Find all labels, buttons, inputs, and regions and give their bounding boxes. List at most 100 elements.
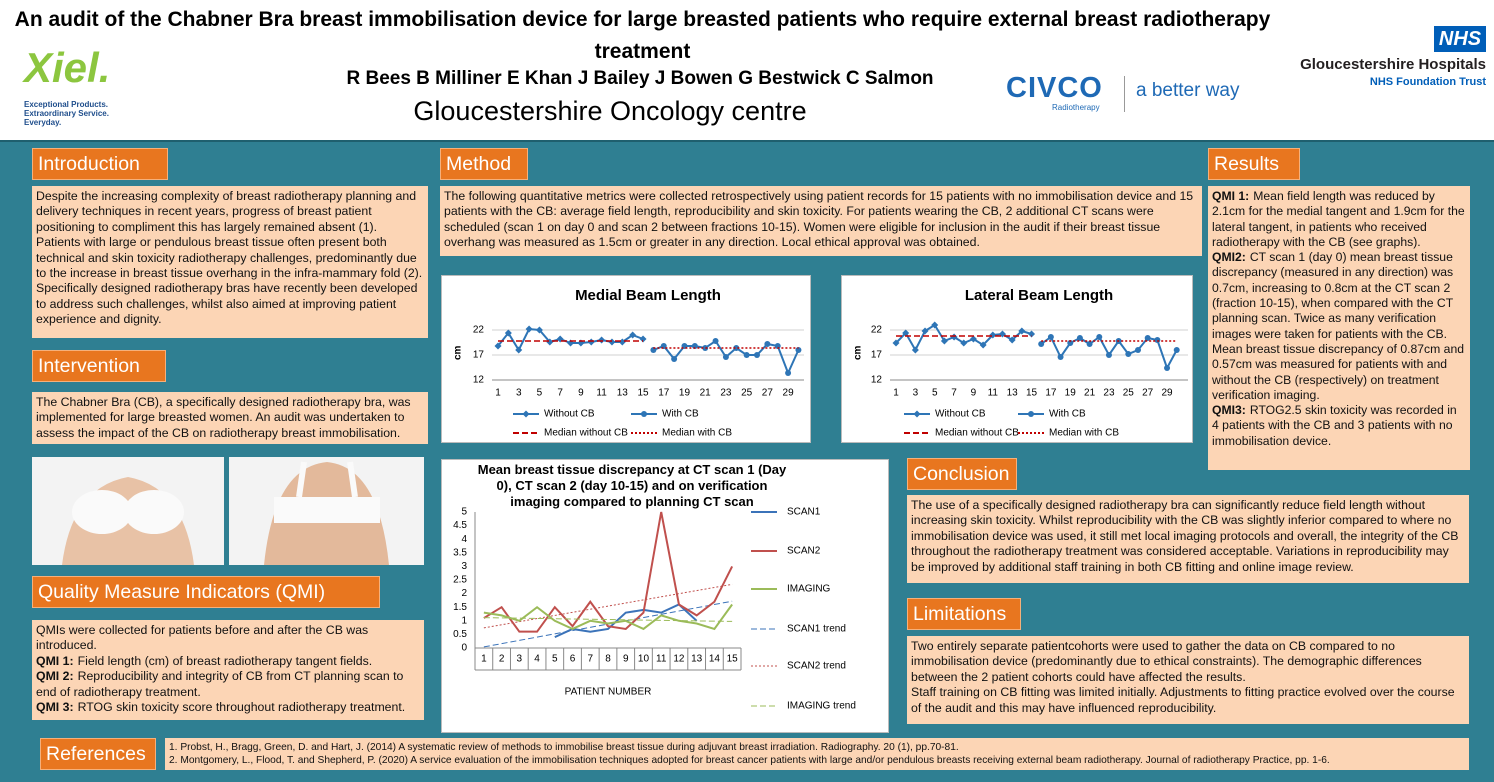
- marker: [764, 341, 771, 347]
- marker: [1076, 335, 1083, 341]
- x-tick-label: 25: [741, 388, 753, 399]
- marker: [1154, 337, 1161, 343]
- x-tick-label: 7: [587, 654, 593, 665]
- marker: [525, 325, 533, 333]
- x-tick-label: 5: [552, 654, 558, 665]
- marker: [587, 338, 595, 346]
- legend-label: IMAGING: [787, 584, 831, 595]
- x-tick-label: 1: [893, 388, 899, 399]
- x-tick-label: 17: [1045, 388, 1057, 399]
- x-tick-label: 4: [534, 654, 540, 665]
- x-tick-label: 27: [1142, 388, 1154, 399]
- legend-label: Median without CB: [544, 428, 628, 439]
- paragraph: QMI 2: Reproducibility and integrity of C…: [36, 669, 420, 700]
- x-tick-label: 14: [709, 654, 721, 665]
- text: RTOG2.5 skin toxicity was recorded in 4 …: [1212, 403, 1457, 448]
- x-tick-label: 8: [605, 654, 611, 665]
- section-text: Despite the increasing complexity of bre…: [32, 186, 428, 338]
- x-tick-label: 11: [988, 388, 999, 399]
- paragraph: QMI 3: RTOG skin toxicity score throughou…: [36, 700, 420, 715]
- label: QMI 2:: [36, 669, 74, 684]
- x-tick-label: 9: [578, 388, 584, 399]
- marker: [1144, 335, 1151, 341]
- x-tick-label: 23: [1103, 388, 1115, 399]
- authors: R Bees B Milliner E Khan J Bailey J Bowe…: [346, 68, 934, 89]
- marker: [546, 338, 554, 346]
- x-tick-label: 13: [617, 388, 629, 399]
- marker: [691, 343, 698, 349]
- x-tick-label: 21: [700, 388, 712, 399]
- chart-panel: Medial Beam Length cm 12 17 22 1 3 5 7 9 11 13 15 17 1…: [441, 275, 811, 443]
- legend-marker: [522, 410, 530, 418]
- y-tick-label: 0.5: [453, 629, 467, 640]
- marker: [598, 336, 606, 344]
- legend-label: SCAN1: [787, 507, 821, 518]
- reference: 2. Montgomery, L., Flood, T. and Shepher…: [169, 755, 1330, 766]
- x-tick-label: 29: [1161, 388, 1173, 399]
- section-heading: Intervention: [32, 350, 166, 382]
- x-tick-label: 2: [499, 654, 505, 665]
- marker: [567, 339, 575, 347]
- x-axis-label: PATIENT NUMBER: [565, 687, 652, 698]
- y-tick-label: 5: [461, 507, 467, 518]
- text: Reproducibility and integrity of CB from…: [36, 669, 404, 699]
- section-heading: Results: [1208, 148, 1300, 180]
- y-tick-label: 4.5: [453, 520, 467, 531]
- y-tick-label: 22: [473, 325, 485, 336]
- chart-title: Medial Beam Length: [575, 287, 721, 304]
- marker: [931, 321, 939, 329]
- nhs-logo: NHS: [1434, 26, 1486, 52]
- civco-logo: CIVCO: [1006, 72, 1103, 104]
- y-tick-label: 3.5: [453, 547, 467, 558]
- y-tick-label: 2.5: [453, 575, 467, 586]
- paragraph: QMI 1: Mean field length was reduced by 2…: [1212, 189, 1466, 250]
- marker: [1008, 336, 1016, 344]
- x-tick-label: 1: [495, 388, 501, 399]
- x-tick-label: 3: [517, 654, 523, 665]
- photo: [229, 457, 424, 565]
- marker: [989, 331, 997, 339]
- text: RTOG skin toxicity score throughout radi…: [77, 700, 406, 715]
- x-tick-label: 9: [623, 654, 629, 665]
- legend-label: Median with CB: [1049, 428, 1119, 439]
- x-tick-label: 9: [971, 388, 977, 399]
- marker: [911, 346, 919, 354]
- xiel-tagline: Exceptional Products. Extraordinary Serv…: [24, 100, 109, 127]
- y-tick-label: 12: [871, 375, 883, 386]
- marker: [1067, 340, 1074, 346]
- x-tick-label: 13: [691, 654, 703, 665]
- series-line: [483, 603, 733, 631]
- x-tick-label: 12: [673, 654, 685, 665]
- marker: [754, 352, 760, 358]
- text: Mean field length was reduced by 2.1cm f…: [1212, 189, 1465, 249]
- x-tick-label: 15: [1026, 388, 1038, 399]
- x-tick-label: 13: [1007, 388, 1019, 399]
- label: QMI 1:: [36, 653, 74, 668]
- marker: [639, 335, 647, 343]
- x-tick-label: 10: [638, 654, 650, 665]
- y-tick-label: 4: [461, 534, 467, 545]
- x-tick-label: 5: [932, 388, 938, 399]
- centre: Gloucestershire Oncology centre: [413, 96, 807, 126]
- series-line: [554, 603, 698, 639]
- legend-label: Median without CB: [935, 428, 1019, 439]
- legend-label: SCAN2: [787, 546, 821, 557]
- legend-marker: [641, 411, 647, 417]
- section-heading: Conclusion: [907, 458, 1017, 490]
- label: QMI 3:: [36, 700, 74, 715]
- paragraph: Two entirely separate patientcohorts wer…: [911, 639, 1422, 684]
- marker: [1086, 341, 1093, 347]
- reference: 1. Probst, H., Bragg, Green, D. and Hart…: [169, 742, 959, 753]
- marker: [940, 337, 948, 345]
- paragraph: QMIs were collected for patients before …: [36, 623, 369, 653]
- divider: [1124, 76, 1125, 112]
- y-tick-label: 3: [461, 561, 467, 572]
- section-text: QMI 1: Mean field length was reduced by 2…: [1208, 186, 1470, 470]
- chart-title: Lateral Beam Length: [965, 287, 1113, 304]
- marker: [1028, 330, 1036, 338]
- text: Field length (cm) of breast radiotherapy…: [77, 653, 373, 668]
- marker: [1018, 327, 1026, 335]
- label: QMI3:: [1212, 403, 1246, 418]
- marker: [733, 345, 740, 351]
- x-tick-label: 15: [637, 388, 649, 399]
